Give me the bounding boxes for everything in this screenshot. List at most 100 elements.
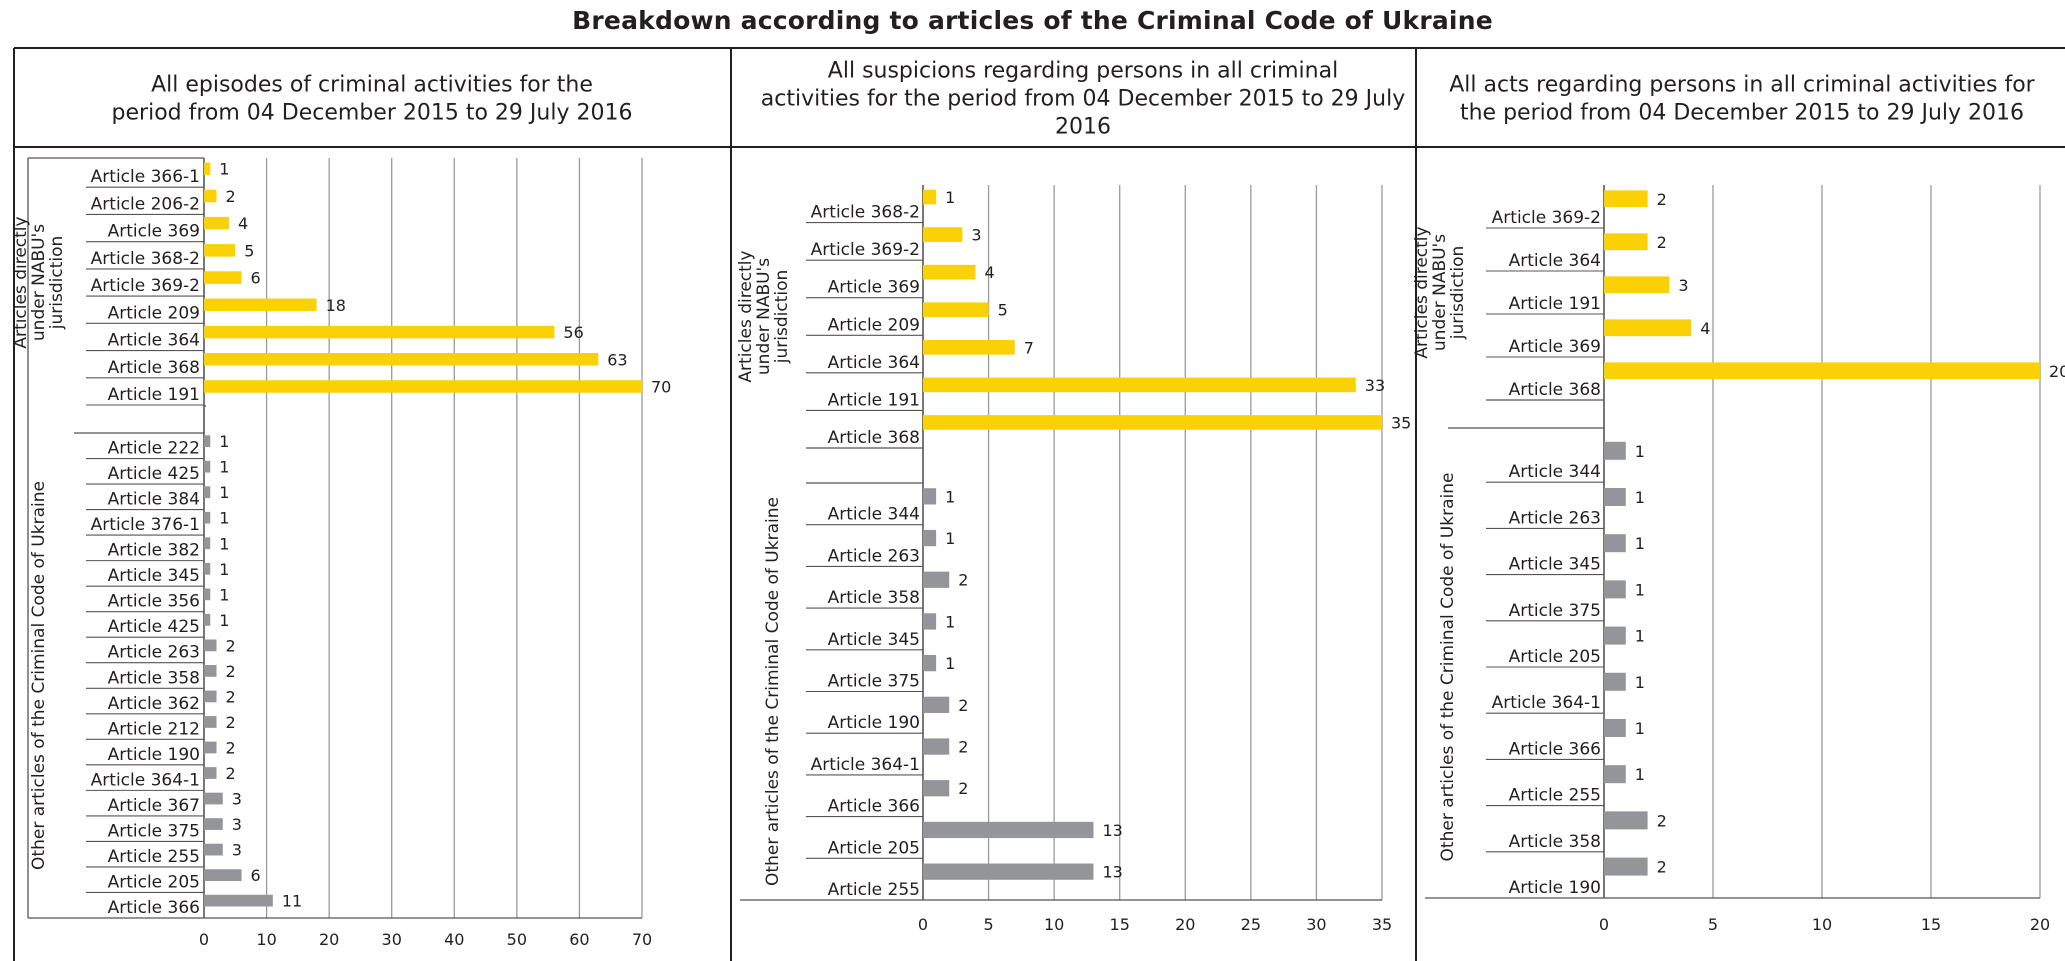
data-label: 1 [1635,580,1645,599]
x-tick-label: 15 [1110,915,1130,934]
data-label: 1 [945,654,955,673]
bar [204,162,211,175]
data-label: 1 [945,188,955,207]
bar [204,843,223,856]
x-tick-label: 10 [1044,915,1064,934]
category-label: Article 382 [108,541,200,561]
category-label: Article 369 [108,222,200,242]
group-title: Articles directly [11,216,31,348]
category-label: Article 375 [1509,601,1601,621]
category-label: Article 212 [108,719,200,739]
category-label: Article 425 [108,464,200,484]
bar [204,216,230,230]
bar [923,264,976,280]
x-tick-label: 20 [2030,915,2050,934]
data-label: 35 [1391,413,1411,432]
bar [204,189,217,203]
x-tick-label: 0 [1599,915,1609,934]
bar [1604,276,1670,294]
data-label: 2 [226,662,236,681]
group-title: Articles directly [736,250,756,382]
category-label: Article 345 [1509,555,1601,575]
bar [923,821,1094,839]
bar [923,571,950,588]
data-label: 63 [607,350,627,369]
category-label: Article 358 [1509,832,1601,852]
data-label: 1 [1635,765,1645,784]
category-label: Article 358 [108,668,200,688]
data-label: 1 [219,483,229,502]
group-title: Other articles of the Criminal Code of U… [1438,473,1458,862]
data-label: 11 [282,892,302,911]
x-tick-label: 10 [1812,915,1832,934]
category-label: Article 367 [108,796,200,816]
bar [204,869,242,881]
category-label: Article 209 [828,315,920,335]
bar [204,639,217,652]
data-label: 1 [219,611,229,630]
category-label: Article 206-2 [91,194,200,214]
x-tick-label: 70 [632,930,652,949]
bar [204,690,217,703]
data-label: 1 [945,612,955,631]
category-label: Article 190 [108,745,200,765]
category-label: Article 263 [108,643,200,663]
bar [204,435,211,448]
bar [1604,441,1626,460]
data-label: 2 [226,636,236,655]
x-tick-label: 25 [1241,915,1261,934]
bar [1604,718,1626,737]
data-label: 70 [651,377,671,396]
data-label: 13 [1102,863,1122,882]
data-label: 1 [219,160,229,179]
group-title: jurisdiction [47,236,67,331]
data-label: 56 [563,323,583,342]
category-label: Article 375 [828,672,920,692]
data-label: 1 [1635,673,1645,692]
x-tick-label: 20 [1175,915,1195,934]
data-label: 2 [958,571,968,590]
category-label: Article 358 [828,588,920,608]
category-label: Article 205 [828,838,920,858]
bar [923,613,937,630]
data-label: 2 [1657,858,1667,877]
category-label: Article 191 [828,390,920,410]
data-label: 2 [958,779,968,798]
bar [923,696,950,713]
data-label: 20 [2049,362,2065,381]
x-tick-label: 5 [983,915,993,934]
category-label: Article 191 [1509,294,1601,314]
bar [204,894,273,907]
group-title: under NABU's [754,258,774,375]
category-label: Article 364-1 [1492,693,1601,713]
category-label: Article 369 [1509,337,1601,357]
data-label: 4 [1700,319,1710,338]
category-label: Article 369 [828,278,920,298]
category-label: Article 366 [108,898,200,918]
group-title: under NABU's [29,224,49,341]
category-label: Article 345 [828,630,920,650]
bar [1604,672,1626,691]
data-label: 3 [971,226,981,245]
data-label: 1 [219,534,229,553]
data-label: 3 [1678,276,1688,295]
data-label: 6 [251,269,261,288]
category-label: Article 263 [1509,508,1601,528]
bar [204,741,217,754]
data-label: 1 [219,560,229,579]
data-label: 1 [1635,534,1645,553]
bar [923,529,937,547]
bar [1604,626,1626,645]
panel-title: period from 04 December 2015 to 29 July … [112,101,633,126]
bar [923,339,1015,355]
data-label: 4 [984,263,994,282]
category-label: Article 369-2 [1492,208,1601,228]
bar [923,488,937,505]
bar [1604,534,1626,553]
data-label: 1 [1635,488,1645,507]
category-label: Article 375 [108,821,200,841]
bar [923,302,989,318]
bar [1604,190,1648,208]
group-title: Other articles of the Criminal Code of U… [763,497,783,886]
